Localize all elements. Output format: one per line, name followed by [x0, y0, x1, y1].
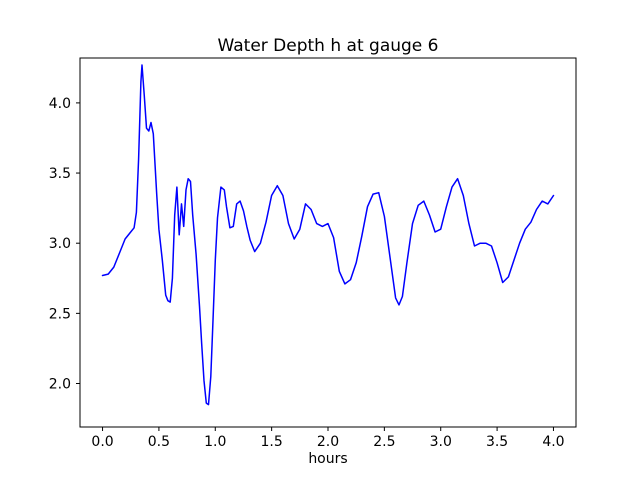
x-tick-label: 1.0: [204, 434, 226, 450]
x-tick-label: 3.0: [430, 434, 452, 450]
x-tick-label: 3.5: [486, 434, 508, 450]
x-tick-label: 1.5: [261, 434, 283, 450]
y-tick-label: 2.0: [49, 377, 71, 393]
x-tick-label: 0.0: [91, 434, 113, 450]
x-tick-label: 0.5: [148, 434, 170, 450]
axes-frame: [79, 57, 577, 428]
water-depth-line: [101, 64, 555, 406]
x-tick-label: 4.0: [542, 434, 564, 450]
x-tick-label: 2.5: [373, 434, 395, 450]
y-tick-label: 4.0: [49, 96, 71, 112]
x-axis-label: hours: [308, 451, 347, 467]
chart-title: Water Depth h at gauge 6: [218, 36, 439, 56]
y-tick-label: 3.5: [49, 166, 71, 182]
y-tick-label: 3.0: [49, 236, 71, 252]
x-tick-label: 2.0: [317, 434, 339, 450]
y-tick-label: 2.5: [49, 306, 71, 322]
